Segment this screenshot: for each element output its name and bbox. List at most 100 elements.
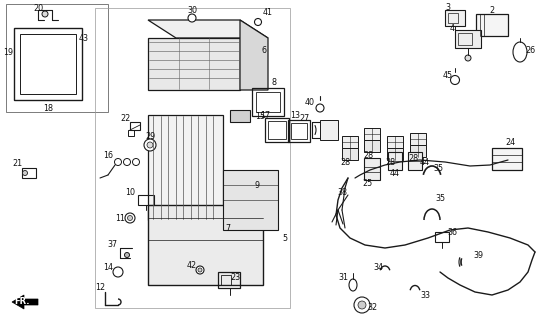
Bar (138, 195, 154, 205)
Text: FR.: FR. (14, 298, 30, 307)
Bar (410, 145, 426, 157)
Bar (148, 115, 223, 220)
Circle shape (358, 301, 366, 309)
Bar (95, 8, 290, 308)
Text: 14: 14 (103, 263, 113, 273)
Bar (388, 152, 402, 170)
Text: 11: 11 (115, 213, 125, 222)
Circle shape (22, 171, 27, 175)
Bar (148, 205, 263, 285)
Polygon shape (148, 20, 268, 38)
Text: 29: 29 (145, 132, 155, 140)
Bar (288, 120, 310, 142)
Text: 18: 18 (43, 103, 53, 113)
Circle shape (451, 76, 459, 84)
Text: 28: 28 (363, 150, 373, 159)
Text: 12: 12 (95, 284, 105, 292)
Text: 33: 33 (420, 291, 430, 300)
Circle shape (354, 297, 370, 313)
Bar (364, 128, 380, 140)
Text: 17: 17 (260, 110, 270, 119)
Text: 43: 43 (79, 34, 89, 43)
Text: 45: 45 (443, 70, 453, 79)
Text: 21: 21 (12, 158, 22, 167)
Text: 4: 4 (450, 23, 455, 33)
Bar (265, 118, 289, 142)
Text: 44: 44 (420, 157, 430, 166)
Bar (128, 130, 134, 136)
Bar (268, 121, 286, 139)
Text: 7: 7 (226, 223, 231, 233)
Text: 31: 31 (338, 274, 348, 283)
Text: 24: 24 (505, 138, 515, 147)
Circle shape (188, 14, 196, 22)
Text: 35: 35 (433, 164, 443, 172)
Bar (445, 10, 465, 26)
Bar (455, 30, 481, 48)
Bar (148, 38, 240, 90)
Bar (320, 120, 338, 140)
Bar (435, 232, 449, 242)
Text: 27: 27 (300, 114, 310, 123)
Circle shape (198, 268, 202, 272)
Circle shape (124, 158, 130, 165)
Text: 22: 22 (120, 114, 130, 123)
Text: 5: 5 (282, 234, 288, 243)
Bar (387, 136, 403, 148)
Bar (364, 158, 380, 180)
Bar (364, 140, 380, 152)
Bar (14, 28, 82, 100)
Text: 34: 34 (373, 263, 383, 273)
Text: 42: 42 (187, 260, 197, 269)
Text: 8: 8 (271, 77, 276, 86)
Text: 26: 26 (525, 45, 535, 54)
Text: 30: 30 (187, 5, 197, 14)
Bar (476, 14, 508, 36)
Bar (221, 275, 231, 285)
Circle shape (147, 142, 153, 148)
Circle shape (124, 252, 130, 258)
Bar (342, 136, 358, 148)
Circle shape (128, 215, 132, 220)
Text: 38: 38 (337, 188, 347, 196)
Bar (256, 92, 280, 112)
Text: 3: 3 (445, 3, 451, 12)
Circle shape (132, 158, 140, 165)
Bar (410, 133, 426, 145)
Text: 28: 28 (340, 157, 350, 166)
Ellipse shape (513, 42, 527, 62)
Bar (218, 272, 240, 288)
Bar (492, 148, 522, 170)
Bar (22, 168, 36, 178)
Text: 36: 36 (447, 228, 457, 236)
Bar (230, 110, 250, 122)
Text: 39: 39 (473, 251, 483, 260)
Bar (20, 34, 76, 94)
Text: 23: 23 (230, 274, 240, 283)
Circle shape (42, 11, 48, 17)
Circle shape (113, 267, 123, 277)
Bar (387, 148, 403, 160)
Bar (252, 88, 284, 116)
Circle shape (144, 139, 156, 151)
Circle shape (114, 158, 122, 165)
Text: 13: 13 (290, 110, 300, 119)
Circle shape (465, 55, 471, 61)
Text: 40: 40 (305, 98, 315, 107)
Bar (223, 170, 278, 230)
Text: 2: 2 (489, 5, 494, 14)
Circle shape (255, 19, 262, 26)
Text: 44: 44 (390, 169, 400, 178)
Text: 32: 32 (367, 303, 377, 313)
Text: 10: 10 (125, 188, 135, 196)
Text: 20: 20 (33, 4, 43, 12)
Text: 16: 16 (103, 150, 113, 159)
Text: 37: 37 (107, 239, 117, 249)
Bar (6, 4, 108, 112)
Text: 6: 6 (262, 45, 267, 54)
Text: 41: 41 (263, 7, 273, 17)
Text: 28: 28 (408, 154, 418, 163)
Polygon shape (240, 20, 268, 90)
Bar (448, 13, 458, 23)
Circle shape (196, 266, 204, 274)
